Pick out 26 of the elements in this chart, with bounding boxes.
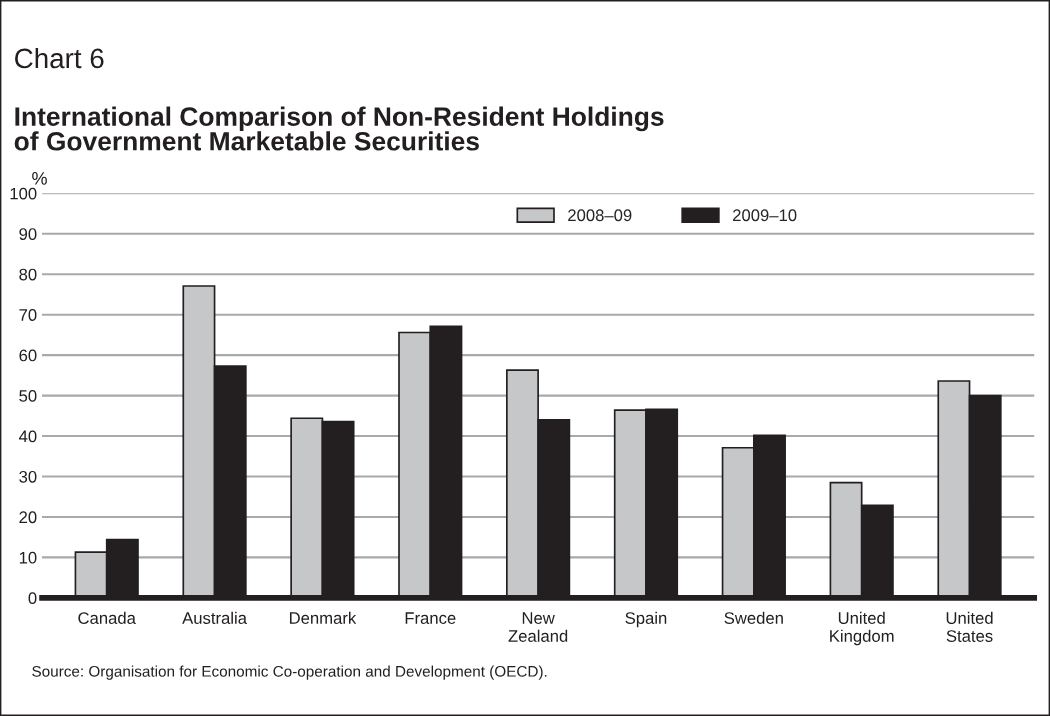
y-tick-label: 60 xyxy=(19,349,37,362)
x-tick-label: France xyxy=(405,612,456,624)
x-tick-label: Denmark xyxy=(289,611,357,624)
y-tick-label: 50 xyxy=(19,389,37,402)
legend-label: 2008–09 xyxy=(568,209,632,222)
y-tick-label: 80 xyxy=(19,268,37,281)
x-tick-label: United States xyxy=(946,611,993,642)
y-tick-label: 40 xyxy=(18,430,37,443)
y-axis-title: % xyxy=(32,172,47,185)
y-tick-label: 100 xyxy=(10,187,37,200)
source-note: Source: Organisation for Economic Co-operation and Development (OECD). xyxy=(32,665,547,680)
chart-title: Chart 6 xyxy=(15,47,104,69)
y-tick-label: 90 xyxy=(19,228,37,240)
y-tick-label: 70 xyxy=(19,309,37,321)
x-tick-label: Australia xyxy=(182,611,247,624)
x-tick-label: New Zealand xyxy=(508,612,568,642)
x-tick-label: Canada xyxy=(78,611,136,624)
y-tick-label: 10 xyxy=(19,551,37,564)
x-tick-label: United Kingdom xyxy=(830,611,894,646)
legend-label: 2009–10 xyxy=(733,209,797,222)
chart-subtitle: International Comparison of Non-Resident Holdings of Government Marketable Securities xyxy=(14,106,664,151)
x-tick-label: Sweden xyxy=(724,611,783,624)
x-tick-label: Spain xyxy=(625,611,667,628)
y-tick-label: 0 xyxy=(28,592,37,605)
y-tick-label: 20 xyxy=(19,511,37,524)
y-tick-label: 30 xyxy=(19,470,37,483)
